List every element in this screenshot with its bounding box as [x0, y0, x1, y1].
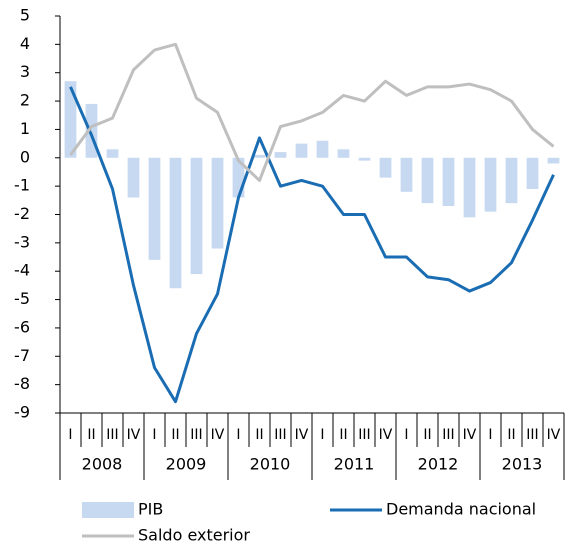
y-tick-label: -8: [14, 374, 30, 393]
group-label: 2008: [82, 455, 123, 474]
line: [69, 86, 555, 404]
y-tick-label: -4: [14, 261, 30, 280]
x-tick-label: IV: [463, 427, 477, 443]
x-tick-label: IV: [127, 427, 141, 443]
group-label: 2010: [250, 455, 291, 474]
bar: [127, 157, 140, 198]
bar: [421, 157, 434, 204]
bar: [169, 157, 182, 289]
x-tick-label: IV: [379, 427, 393, 443]
x-tick-label: III: [190, 427, 202, 443]
x-tick-label: I: [68, 427, 72, 443]
x-tick-label: I: [320, 427, 324, 443]
bar: [295, 143, 308, 158]
bar: [211, 157, 224, 249]
bar: [253, 154, 266, 158]
y-tick-label: -9: [14, 403, 30, 422]
x-tick-label: I: [404, 427, 408, 443]
bar: [547, 157, 560, 164]
y-tick-label: 3: [20, 62, 30, 81]
x-tick-label: I: [236, 427, 240, 443]
x-tick-label: III: [106, 427, 118, 443]
legend-label: Saldo exterior: [138, 526, 250, 545]
group-label: 2009: [166, 455, 207, 474]
x-tick-label: IV: [295, 427, 309, 443]
x-tick-label: II: [339, 427, 347, 443]
y-tick-label: -1: [14, 176, 30, 195]
x-tick-label: III: [526, 427, 538, 443]
line: [69, 42, 555, 182]
y-tick-label: 0: [20, 147, 30, 166]
bar: [337, 149, 350, 158]
x-tick-label: II: [171, 427, 179, 443]
y-tick-label: -2: [14, 204, 30, 223]
x-tick-label: II: [255, 427, 263, 443]
x-tick-label: III: [358, 427, 370, 443]
bar: [106, 149, 119, 158]
bar: [64, 81, 77, 158]
y-tick-label: 5: [20, 6, 30, 25]
x-tick-label: II: [87, 427, 95, 443]
bar: [85, 103, 98, 158]
bar: [400, 157, 413, 192]
bar: [316, 140, 329, 158]
y-tick-label: 2: [20, 91, 30, 110]
bar: [358, 157, 371, 161]
x-tick-label: I: [152, 427, 156, 443]
x-tick-label: III: [274, 427, 286, 443]
y-tick-label: -3: [14, 232, 30, 251]
bar: [379, 157, 392, 178]
legend-label: PIB: [138, 500, 163, 519]
x-tick-label: III: [442, 427, 454, 443]
x-tick-label: I: [488, 427, 492, 443]
group-label: 2011: [334, 455, 375, 474]
bar: [274, 152, 287, 158]
y-tick-label: 4: [20, 34, 30, 53]
x-tick-label: II: [507, 427, 515, 443]
bar: [526, 157, 539, 189]
y-tick-label: -5: [14, 289, 30, 308]
y-tick-label: -6: [14, 317, 30, 336]
y-tick-label: -7: [14, 346, 30, 365]
legend-label: Demanda nacional: [386, 500, 536, 519]
group-label: 2013: [502, 455, 543, 474]
bar: [442, 157, 455, 206]
x-tick-label: II: [423, 427, 431, 443]
bar: [463, 157, 476, 218]
group-label: 2012: [418, 455, 459, 474]
legend-swatch: [82, 502, 134, 518]
x-tick-label: IV: [211, 427, 225, 443]
x-tick-label: IV: [547, 427, 561, 443]
bar: [148, 157, 161, 260]
bar: [232, 157, 245, 198]
y-tick-label: 1: [20, 119, 30, 138]
bar: [190, 157, 203, 275]
bar: [505, 157, 518, 204]
bar: [484, 157, 497, 212]
